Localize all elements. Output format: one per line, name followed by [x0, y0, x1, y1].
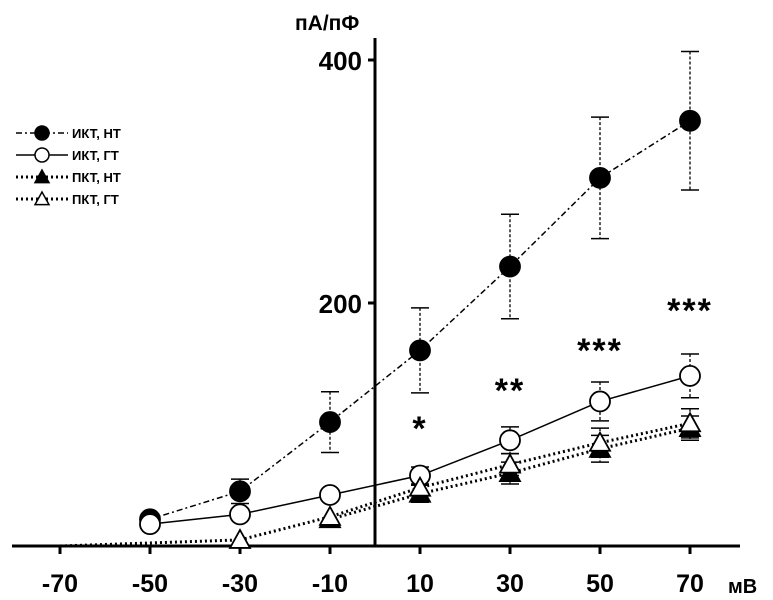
- legend-label: ПКТ, ГТ: [72, 192, 119, 207]
- data-point: [319, 411, 341, 433]
- legend-label: ПКТ, НТ: [72, 170, 121, 185]
- x-tick-label: -10: [312, 570, 348, 598]
- x-tick-label: 50: [586, 570, 614, 598]
- significance-mark: *: [412, 410, 427, 448]
- y-tick-label: 400: [319, 46, 362, 76]
- legend-label: ИКТ, ГТ: [72, 148, 119, 163]
- data-point: [589, 166, 611, 189]
- series-4-markers: [228, 411, 702, 549]
- significance-mark: ***: [667, 292, 713, 330]
- y-ticks: 200 400: [319, 46, 375, 319]
- data-point: [229, 480, 251, 503]
- data-point: [588, 430, 612, 452]
- legend-marker: [33, 190, 51, 206]
- legend-marker: [33, 168, 51, 184]
- y-tick-label: 200: [319, 289, 362, 319]
- data-point: [499, 255, 521, 278]
- significance-mark: **: [495, 372, 525, 410]
- legend-marker: [34, 125, 50, 141]
- x-tick-label: 70: [676, 570, 704, 598]
- data-point: [409, 339, 431, 362]
- x-tick-label: -30: [222, 570, 258, 598]
- data-point: [679, 109, 701, 132]
- series-1: [149, 50, 699, 520]
- x-ticks: -70 -50 -30 -10 10 30 50 70: [42, 546, 704, 598]
- x-tick-label: -50: [132, 570, 168, 598]
- x-tick-label: -70: [42, 570, 78, 598]
- data-point: [319, 484, 341, 506]
- data-point: [498, 452, 522, 474]
- legend-marker: [34, 147, 50, 163]
- significance-mark: ***: [577, 332, 623, 370]
- series-layer: [59, 50, 702, 549]
- data-point: [589, 390, 611, 413]
- x-axis-unit: мВ: [728, 576, 757, 598]
- data-point: [229, 503, 251, 526]
- x-tick-label: 30: [496, 570, 524, 598]
- legend-label: ИКТ, НТ: [72, 126, 121, 141]
- y-axis-unit: пА/пФ: [295, 12, 359, 35]
- data-point: [408, 475, 432, 497]
- significance-annotations: *********: [412, 292, 713, 448]
- data-point: [499, 429, 521, 452]
- data-point: [228, 528, 252, 549]
- series-2-markers: [139, 364, 701, 536]
- data-point: [318, 504, 342, 526]
- x-tick-label: 10: [406, 570, 434, 598]
- data-point: [679, 364, 701, 387]
- data-point: [139, 513, 161, 536]
- data-point: [678, 411, 702, 433]
- legend: ИКТ, НТ ИКТ, ГТ ПКТ, НТ ПКТ, ГТ: [16, 125, 121, 207]
